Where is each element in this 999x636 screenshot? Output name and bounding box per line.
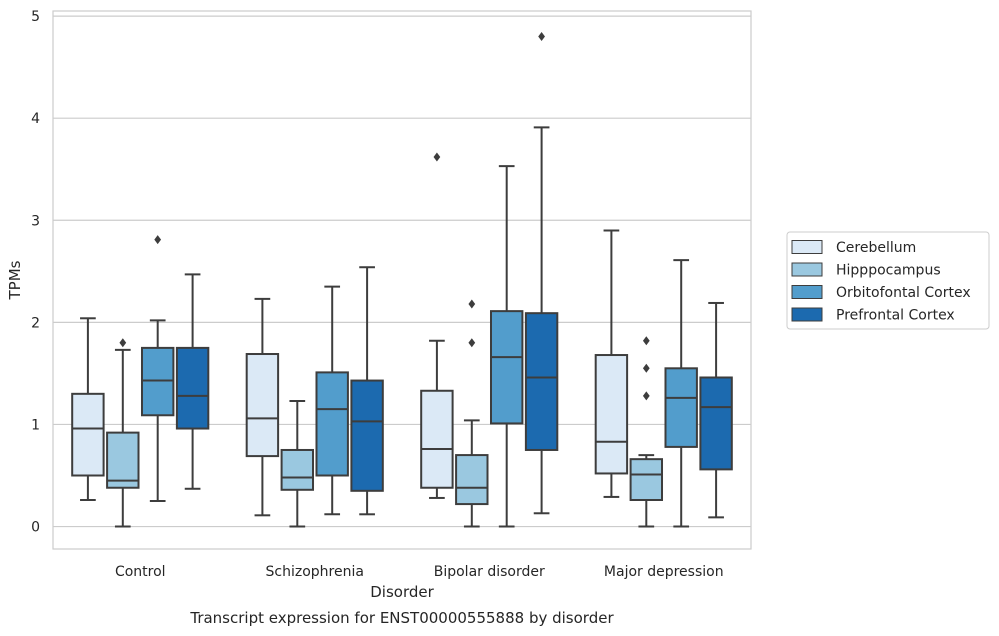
- outlier-point: [642, 336, 650, 346]
- legend: Cerebellum Hipppocampus Orbitofontal Corte…: [786, 231, 990, 330]
- y-axis-ticks: 0 1 2 3 4 5: [31, 9, 40, 535]
- outlier-point: [154, 235, 162, 245]
- box-body: [175, 346, 210, 430]
- legend-label-0: Cerebellum: [836, 240, 916, 256]
- y-tick-label-3: 3: [31, 213, 40, 229]
- legend-label-3: Prefrontal Cortex: [836, 308, 955, 324]
- box-body: [664, 367, 698, 448]
- y-tick-label-0: 0: [31, 520, 40, 536]
- y-tick-label-1: 1: [31, 417, 40, 433]
- box-3-1: [350, 266, 384, 516]
- outlier-point: [119, 338, 127, 348]
- plot-frame: [52, 10, 752, 550]
- box-1-1: [280, 399, 315, 528]
- x-tick-label-0: Control: [115, 564, 166, 580]
- outlier-point: [433, 152, 441, 162]
- outlier-point: [468, 338, 476, 348]
- legend-label-1: Hipppocampus: [836, 263, 941, 279]
- outlier-point: [538, 32, 545, 42]
- box-0-1: [245, 297, 280, 517]
- box-3-0: [175, 273, 210, 490]
- legend-swatch-3: [791, 307, 823, 322]
- box-2-2: [489, 165, 524, 528]
- box-3-3: [699, 301, 733, 519]
- box-body: [489, 310, 524, 425]
- legend-swatch-2: [791, 285, 823, 299]
- box-body: [594, 354, 629, 475]
- box-plots: [71, 32, 733, 528]
- box-body: [699, 376, 733, 471]
- y-tick-label-4: 4: [31, 111, 40, 127]
- box-body: [455, 454, 489, 506]
- box-2-1: [315, 285, 349, 516]
- box-body: [245, 353, 280, 458]
- box-0-3: [594, 229, 629, 498]
- legend-swatch-0: [791, 240, 823, 254]
- box-body: [280, 448, 315, 491]
- box-body: [106, 431, 140, 489]
- x-tick-label-2: Bipolar disorder: [434, 564, 545, 580]
- box-1-2: [455, 299, 489, 528]
- box-body: [350, 379, 384, 492]
- chart-caption: Transcript expression for ENST0000055588…: [189, 609, 614, 627]
- box-body: [524, 312, 559, 451]
- outlier-point: [468, 299, 476, 309]
- outlier-point: [642, 391, 650, 401]
- x-axis-ticks: Control Schizophrenia Bipolar disorder Majo…: [115, 564, 724, 580]
- legend-frame: [786, 231, 990, 330]
- x-axis-label: Disorder: [370, 583, 434, 601]
- box-0-0: [71, 317, 105, 501]
- y-axis-label: TPMs: [6, 260, 24, 300]
- box-2-3: [664, 259, 698, 528]
- box-body: [71, 392, 105, 477]
- legend-label-2: Orbitofontal Cortex: [836, 285, 971, 301]
- legend-swatch-1: [791, 262, 823, 277]
- box-1-3: [629, 336, 664, 528]
- box-body: [315, 371, 349, 477]
- x-tick-label-3: Major depression: [604, 564, 724, 580]
- grid-lines: [53, 15, 751, 528]
- y-tick-label-5: 5: [31, 9, 40, 25]
- box-3-2: [524, 32, 559, 515]
- outlier-point: [642, 363, 650, 373]
- box-body: [629, 458, 664, 501]
- box-body: [420, 389, 454, 489]
- box-0-2: [420, 152, 454, 499]
- box-2-0: [140, 235, 175, 503]
- y-tick-label-2: 2: [31, 315, 40, 331]
- x-tick-label-1: Schizophrenia: [266, 564, 364, 580]
- box-body: [140, 346, 175, 417]
- box-1-0: [106, 338, 140, 528]
